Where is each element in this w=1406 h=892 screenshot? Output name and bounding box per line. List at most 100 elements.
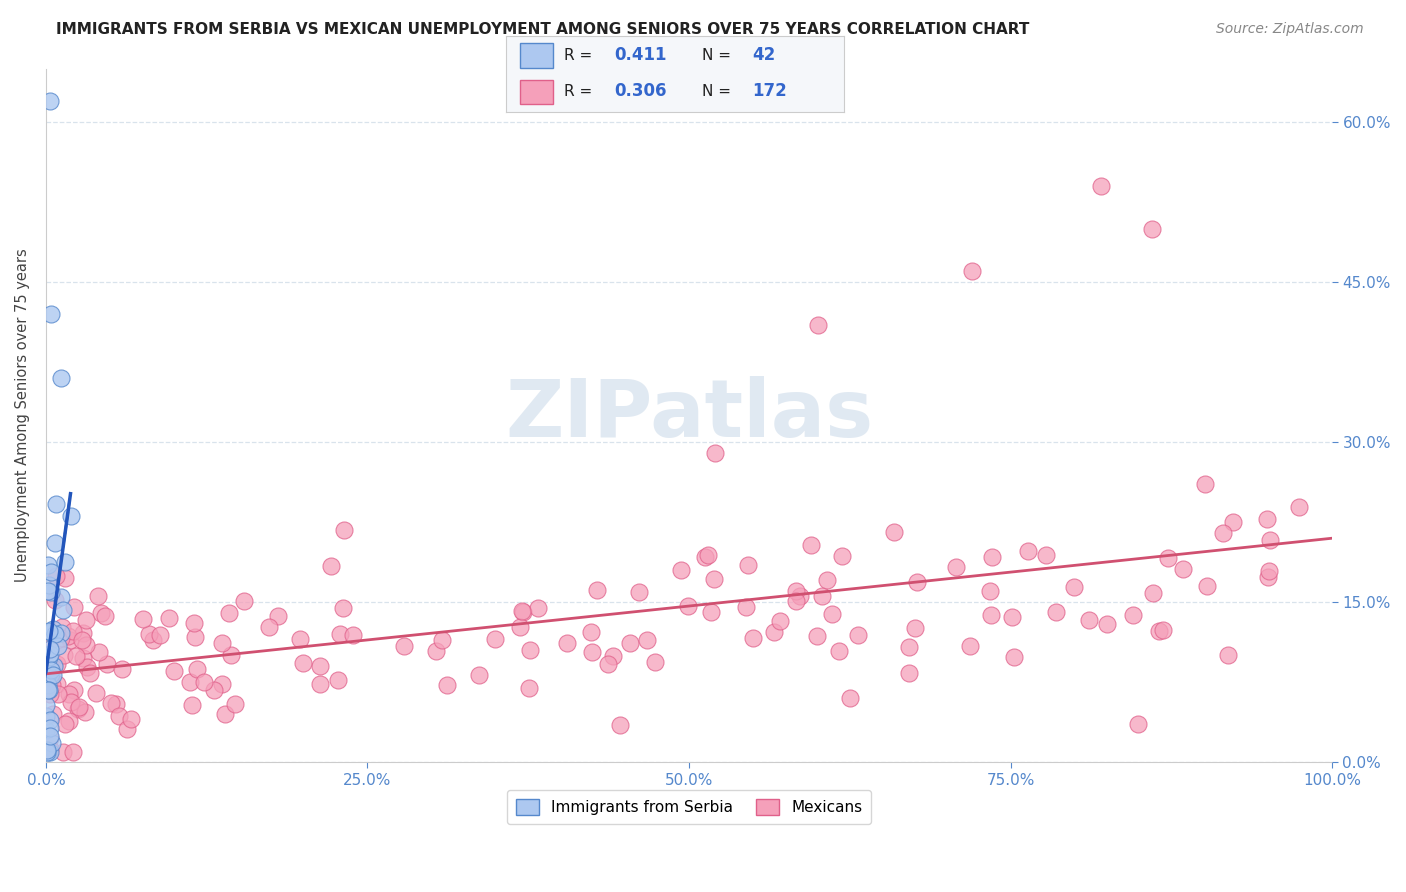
- Point: [38, 649, 60, 664]
- Point: [38, 731, 60, 746]
- Point: [62, 683, 84, 698]
- Point: [981, 549, 1004, 564]
- Text: Source: ZipAtlas.com: Source: ZipAtlas.com: [1216, 22, 1364, 37]
- Point: [138, 627, 160, 641]
- Point: [120, 712, 142, 726]
- Point: [186, 662, 208, 676]
- Point: [39, 713, 62, 727]
- Text: 42: 42: [752, 46, 776, 64]
- Point: [581, 645, 603, 659]
- Point: [519, 642, 541, 657]
- Text: 172: 172: [752, 82, 787, 101]
- Point: [308, 677, 330, 691]
- Point: [67, 702, 90, 716]
- Point: [697, 548, 720, 562]
- Point: [1090, 178, 1112, 193]
- Point: [1257, 569, 1279, 583]
- Point: [39, 660, 62, 674]
- Point: [838, 690, 860, 705]
- Point: [214, 706, 236, 721]
- Point: [63, 599, 86, 614]
- Point: [45, 568, 67, 582]
- Point: [35, 698, 58, 712]
- Point: [555, 636, 578, 650]
- Point: [219, 648, 242, 662]
- Point: [1152, 624, 1174, 638]
- Point: [44, 536, 66, 550]
- Text: IMMIGRANTS FROM SERBIA VS MEXICAN UNEMPLOYMENT AMONG SENIORS OVER 75 YEARS CORRE: IMMIGRANTS FROM SERBIA VS MEXICAN UNEMPL…: [56, 22, 1029, 37]
- Point: [636, 632, 658, 647]
- Point: [703, 446, 725, 460]
- Point: [181, 698, 204, 713]
- Point: [163, 664, 186, 678]
- Point: [53, 571, 76, 585]
- Point: [51, 745, 73, 759]
- Point: [735, 599, 758, 614]
- Point: [468, 668, 491, 682]
- Point: [58, 629, 80, 643]
- Point: [1097, 616, 1119, 631]
- Point: [512, 604, 534, 618]
- Point: [267, 609, 290, 624]
- Point: [1017, 543, 1039, 558]
- Point: [72, 651, 94, 665]
- Point: [67, 700, 90, 714]
- Point: [39, 585, 62, 599]
- Point: [820, 607, 842, 622]
- Point: [309, 659, 332, 673]
- Point: [512, 605, 534, 619]
- Point: [769, 614, 792, 628]
- Point: [44, 592, 66, 607]
- Point: [945, 559, 967, 574]
- Point: [76, 660, 98, 674]
- Point: [211, 636, 233, 650]
- Point: [149, 628, 172, 642]
- Point: [883, 524, 905, 539]
- Point: [1258, 564, 1281, 578]
- Point: [38, 687, 60, 701]
- Point: [38, 634, 60, 648]
- Point: [785, 593, 807, 607]
- Point: [41, 659, 63, 673]
- Point: [1063, 580, 1085, 594]
- Point: [257, 620, 280, 634]
- Point: [39, 625, 62, 640]
- Point: [392, 639, 415, 653]
- Point: [425, 644, 447, 658]
- Text: 0.411: 0.411: [614, 46, 666, 64]
- Point: [1157, 551, 1180, 566]
- Point: [1002, 649, 1025, 664]
- Point: [111, 662, 134, 676]
- Point: [39, 666, 62, 681]
- Point: [73, 705, 96, 719]
- Point: [42, 668, 65, 682]
- Point: [51, 371, 73, 385]
- Point: [1142, 585, 1164, 599]
- Point: [959, 639, 981, 653]
- Point: [211, 677, 233, 691]
- Point: [183, 615, 205, 630]
- Point: [789, 590, 811, 604]
- Point: [319, 558, 342, 573]
- Point: [509, 620, 531, 634]
- Point: [1197, 579, 1219, 593]
- Point: [39, 721, 62, 735]
- Point: [831, 549, 853, 564]
- Point: [218, 606, 240, 620]
- Point: [46, 639, 69, 653]
- Point: [699, 605, 721, 619]
- Point: [342, 628, 364, 642]
- Point: [980, 607, 1002, 622]
- Point: [619, 636, 641, 650]
- FancyBboxPatch shape: [520, 44, 554, 68]
- Point: [430, 633, 453, 648]
- Point: [37, 743, 59, 757]
- Point: [72, 626, 94, 640]
- Point: [51, 625, 73, 640]
- Point: [37, 682, 59, 697]
- Point: [1128, 716, 1150, 731]
- Point: [75, 613, 97, 627]
- Point: [53, 648, 76, 662]
- Point: [39, 745, 62, 759]
- Point: [70, 632, 93, 647]
